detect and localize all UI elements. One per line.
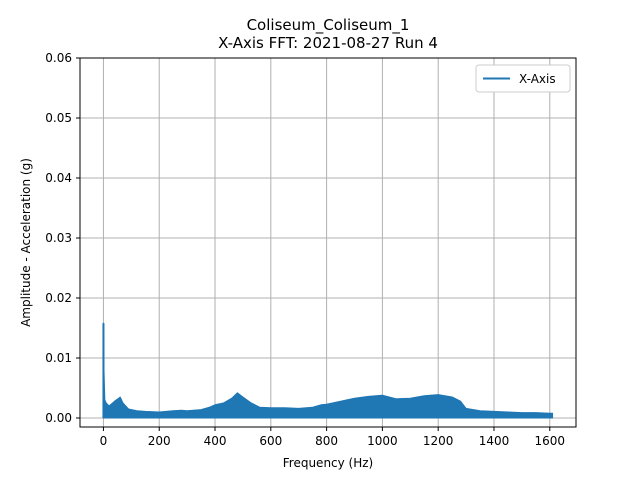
x-tick-label: 0 [100, 434, 108, 448]
x-tick-label: 1400 [479, 434, 510, 448]
axes-frame [79, 57, 577, 428]
grid-lines [80, 57, 576, 427]
x-axis-label: Frequency (Hz) [283, 456, 374, 470]
x-axis-ticks: 0 200 400 600 800 1000 1200 1400 1600 [100, 427, 565, 448]
legend: X-Axis [475, 64, 571, 93]
chart-subtitle: X-Axis FFT: 2021-08-27 Run 4 [218, 34, 438, 52]
x-tick-label: 1600 [535, 434, 566, 448]
y-tick-label: 0.04 [45, 171, 72, 185]
y-tick-label: 0.01 [45, 351, 72, 365]
x-tick-label: 600 [259, 434, 282, 448]
y-tick-label: 0.06 [45, 51, 72, 65]
y-axis-label: Amplitude - Acceleration (g) [19, 158, 33, 327]
y-tick-label: 0.05 [45, 111, 72, 125]
series-band-0 [102, 322, 554, 419]
y-tick-label: 0.03 [45, 231, 72, 245]
y-tick-label: 0.00 [45, 411, 72, 425]
x-tick-label: 1000 [367, 434, 398, 448]
chart-title: Coliseum_Coliseum_1 [247, 16, 410, 35]
y-tick-label: 0.02 [45, 291, 72, 305]
data-layer [102, 322, 554, 419]
x-tick-label: 800 [315, 434, 338, 448]
legend-label-x-axis: X-Axis [519, 72, 556, 86]
x-tick-label: 200 [148, 434, 171, 448]
x-tick-label: 400 [204, 434, 227, 448]
x-tick-label: 1200 [423, 434, 454, 448]
plot-area [80, 58, 576, 427]
legend-box [475, 64, 571, 93]
y-axis-ticks: 0.00 0.01 0.02 0.03 0.04 0.05 0.06 [45, 51, 80, 425]
